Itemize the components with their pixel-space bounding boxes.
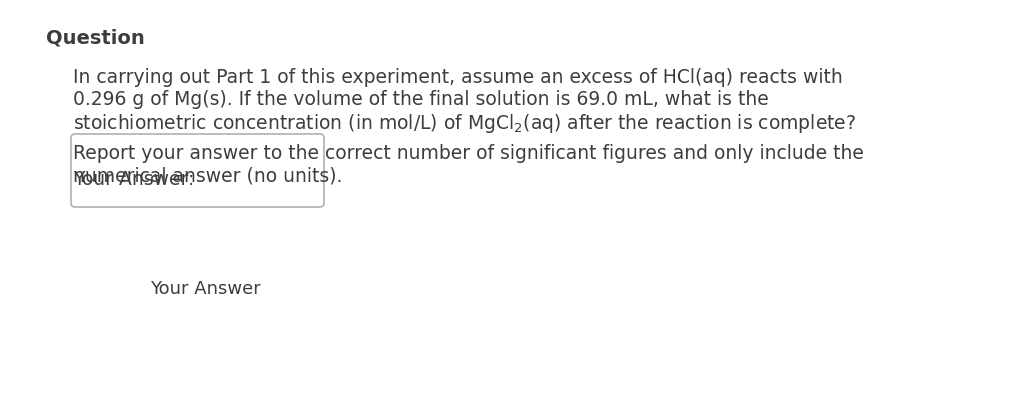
Text: Report your answer to the correct number of significant figures and only include: Report your answer to the correct number… xyxy=(73,144,864,163)
Text: 0.296 g of Mg(s). If the volume of the final solution is 69.0 mL, what is the: 0.296 g of Mg(s). If the volume of the f… xyxy=(73,90,769,109)
Text: In carrying out Part 1 of this experiment, assume an excess of HCl(aq) reacts wi: In carrying out Part 1 of this experimen… xyxy=(73,68,843,87)
FancyBboxPatch shape xyxy=(71,134,324,207)
Text: numerical answer (no units).: numerical answer (no units). xyxy=(73,166,342,185)
Text: Your Answer:: Your Answer: xyxy=(73,170,194,189)
Text: Question: Question xyxy=(46,28,145,47)
Text: stoichiometric concentration (in mol/L) of MgCl$_2$(aq) after the reaction is co: stoichiometric concentration (in mol/L) … xyxy=(73,112,856,135)
Text: Your Answer: Your Answer xyxy=(150,280,261,298)
